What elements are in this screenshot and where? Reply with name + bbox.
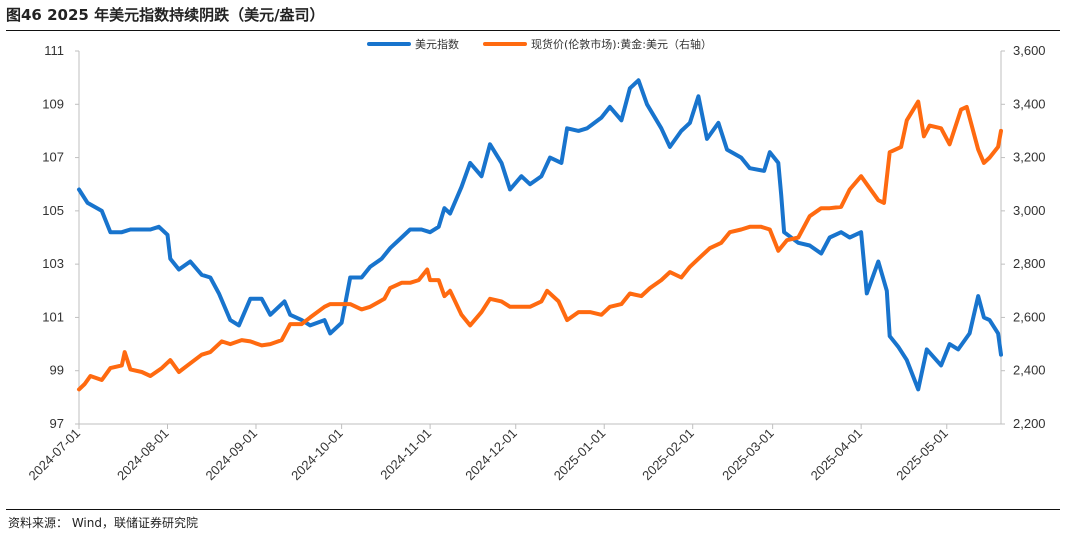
title-rule: [6, 30, 1060, 31]
y-left-tick-label: 99: [50, 363, 64, 378]
x-tick-label: 2024-11-01: [377, 426, 434, 483]
y-right-tick-label: 2,200: [1013, 416, 1046, 431]
y-left-tick-label: 107: [42, 150, 64, 165]
y-right-tick-label: 2,600: [1013, 309, 1046, 324]
legend-label: 现货价(伦敦市场):黄金:美元（右轴）: [531, 37, 712, 51]
x-tick-label: 2025-03-01: [719, 426, 777, 484]
x-tick-label: 2024-12-01: [462, 426, 520, 484]
y-left-tick-label: 105: [42, 203, 64, 218]
figure-title: 图46 2025 年美元指数持续阴跌（美元/盎司）: [6, 6, 325, 24]
x-tick-label: 2025-05-01: [893, 426, 951, 484]
legend-label: 美元指数: [415, 37, 459, 51]
y-right-tick-label: 2,800: [1013, 256, 1046, 271]
y-left-tick-label: 103: [42, 256, 64, 271]
legend-item-usd-index: 美元指数: [367, 37, 459, 51]
y-left-tick-label: 97: [50, 416, 64, 431]
series-line-gold-price: [77, 99, 1003, 392]
y-right-tick-label: 3,200: [1013, 150, 1046, 165]
x-tick-label: 2024-10-01: [288, 426, 346, 484]
legend-item-gold-price: 现货价(伦敦市场):黄金:美元（右轴）: [483, 37, 712, 51]
source-note: 资料来源： Wind，联储证券研究院: [8, 516, 198, 530]
x-tick-label: 2025-04-01: [808, 426, 866, 484]
y-left-tick-label: 109: [42, 96, 64, 111]
x-tick-label: 2024-07-01: [25, 426, 83, 484]
y-right-tick-label: 3,600: [1013, 43, 1046, 58]
y-right-tick-label: 3,400: [1013, 96, 1046, 111]
x-tick-label: 2024-08-01: [114, 426, 172, 484]
y-right-tick-label: 3,000: [1013, 203, 1046, 218]
source-rule: [6, 509, 1060, 510]
x-tick-label: 2025-01-01: [551, 426, 609, 484]
x-tick-label: 2025-02-01: [639, 426, 697, 484]
series-line-usd-index: [77, 78, 1003, 392]
y-left-tick-label: 101: [42, 309, 64, 324]
x-tick-label: 2024-09-01: [202, 426, 260, 484]
y-right-tick-label: 2,400: [1013, 363, 1046, 378]
y-left-tick-label: 111: [44, 43, 64, 58]
